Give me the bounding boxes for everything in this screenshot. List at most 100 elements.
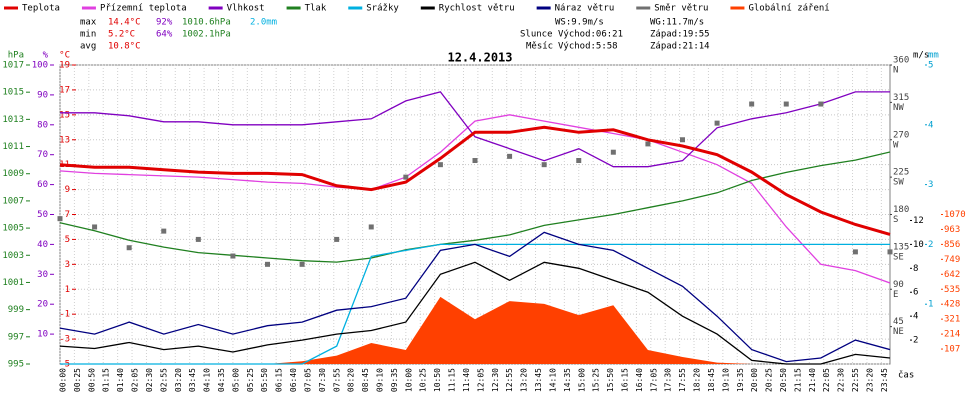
x-tick-label: 20:50 [779,368,788,392]
line [59,231,891,363]
direction-point [576,158,582,164]
x-tick-label: 16:40 [635,368,644,392]
y-tick-label: 315 [893,93,909,103]
legend-label: Přízemní teplota [100,4,187,14]
y-tick-label: 70 [37,150,48,160]
direction-point [852,249,858,255]
x-tick-label: 00:00 [59,368,68,392]
y-tick-label: 642 [944,270,960,280]
legend-label: Náraz větru [555,4,615,14]
x-tick-label: 09:35 [390,368,399,392]
stats-value: 2.0mm [250,18,277,28]
direction-point [265,261,270,267]
y-tick-label: 90 [37,90,48,100]
x-tick-label: 12:30 [491,368,500,392]
y-tick-label: 225 [893,168,909,178]
x-tick-label: 01:15 [102,368,111,392]
x-tick-label: 17:30 [664,368,673,392]
y-tick-label: 997 [8,332,24,342]
x-tick-label: 04:35 [217,368,226,392]
x-tick-label: 07:55 [332,368,341,392]
stats-label: max [80,18,97,28]
x-tick-label: 14:35 [563,368,572,392]
y-tick-label: 1070 [944,210,966,220]
y-tick-label: 1007 [2,196,24,206]
direction-point [437,162,443,168]
x-tick-label: 09:10 [376,368,385,392]
direction-point [783,101,789,107]
y-tick-label: 8 [913,264,918,274]
y-tick-label: 321 [944,315,960,325]
stats-value: 1010.6hPa [182,18,231,28]
y-tick-label: 1 [928,300,933,310]
area [60,296,890,364]
direction-point [749,101,755,107]
legend-label: Směr větru [654,4,708,14]
direction-point [818,101,824,107]
x-tick-label: 22:55 [851,368,860,392]
stats-value: 5.2°C [108,30,135,40]
y-tick-label: 1009 [2,169,24,179]
stats-value: 14.4°C [108,18,141,28]
x-tick-label: 06:40 [289,368,298,392]
legend-label: Teplota [22,4,60,14]
stats-value: 64% [156,30,173,40]
sun-moon-info: Západ:21:14 [650,42,710,52]
y-tick-label: 180 [893,205,909,215]
sun-moon-info: WS:9.9m/s [555,18,604,28]
y-tick-label: 13 [59,135,70,145]
x-tick-label: 02:05 [131,368,140,392]
x-tick-label: 08:45 [361,368,370,392]
sun-moon-info: Západ:19:55 [650,30,710,40]
x-tick-label: 15:25 [592,368,601,392]
x-tick-label: 15:50 [606,368,615,392]
stats-label: min [80,30,96,40]
y-tick-label: 6 [913,288,918,298]
y-tick-label: E [893,290,898,300]
x-tick-label: 02:55 [159,368,168,392]
direction-point [195,236,201,242]
y-tick-label: 535 [944,285,960,295]
axis-unit: °C [59,51,70,61]
y-tick-label: 428 [944,300,960,310]
y-tick-label: 1017 [2,61,24,71]
x-tick-label: 11:40 [462,368,471,392]
y-tick-label: 1003 [2,251,24,261]
sun-moon-info: Východ:06:21 [558,30,623,40]
direction-point [541,162,547,168]
direction-point [92,224,98,230]
sun-moon-info: WG:11.7m/s [650,18,704,28]
y-tick-label: 7 [65,210,70,220]
x-tick-label: 07:30 [318,368,327,392]
y-tick-label: 1013 [2,115,24,125]
y-tick-label: 100 [32,61,48,71]
y-tick-label: 3 [928,180,933,190]
x-tick-label: 18:45 [707,368,716,392]
stats-value: 1002.1hPa [182,30,231,40]
y-tick-label: 3 [65,260,70,270]
line [59,151,891,263]
y-tick-label: 1005 [2,224,24,234]
y-tick-label: 214 [944,330,960,340]
y-tick-label: 2 [913,336,918,346]
legend-label: Vlhkost [227,4,265,14]
direction-point [610,149,616,155]
direction-point [887,249,893,255]
y-tick-label: NE [893,327,904,337]
y-tick-label: 15 [59,110,70,120]
direction-point [126,245,132,251]
y-tick-label: 20 [37,300,48,310]
x-tick-label: 23:45 [880,368,889,392]
direction-point [472,158,478,164]
x-tick-label: 23:20 [865,368,874,392]
y-tick-label: 5 [65,235,70,245]
x-tick-label: 06:15 [275,368,284,392]
x-tick-label: 01:40 [116,368,125,392]
direction-point [368,224,374,230]
y-tick-label: 749 [944,255,960,265]
x-axis-label: čas [898,370,914,381]
y-tick-label: 4 [928,120,933,130]
stats-value: 92% [156,18,173,28]
axis-unit: mm [928,51,939,61]
y-tick-label: SE [893,252,904,262]
